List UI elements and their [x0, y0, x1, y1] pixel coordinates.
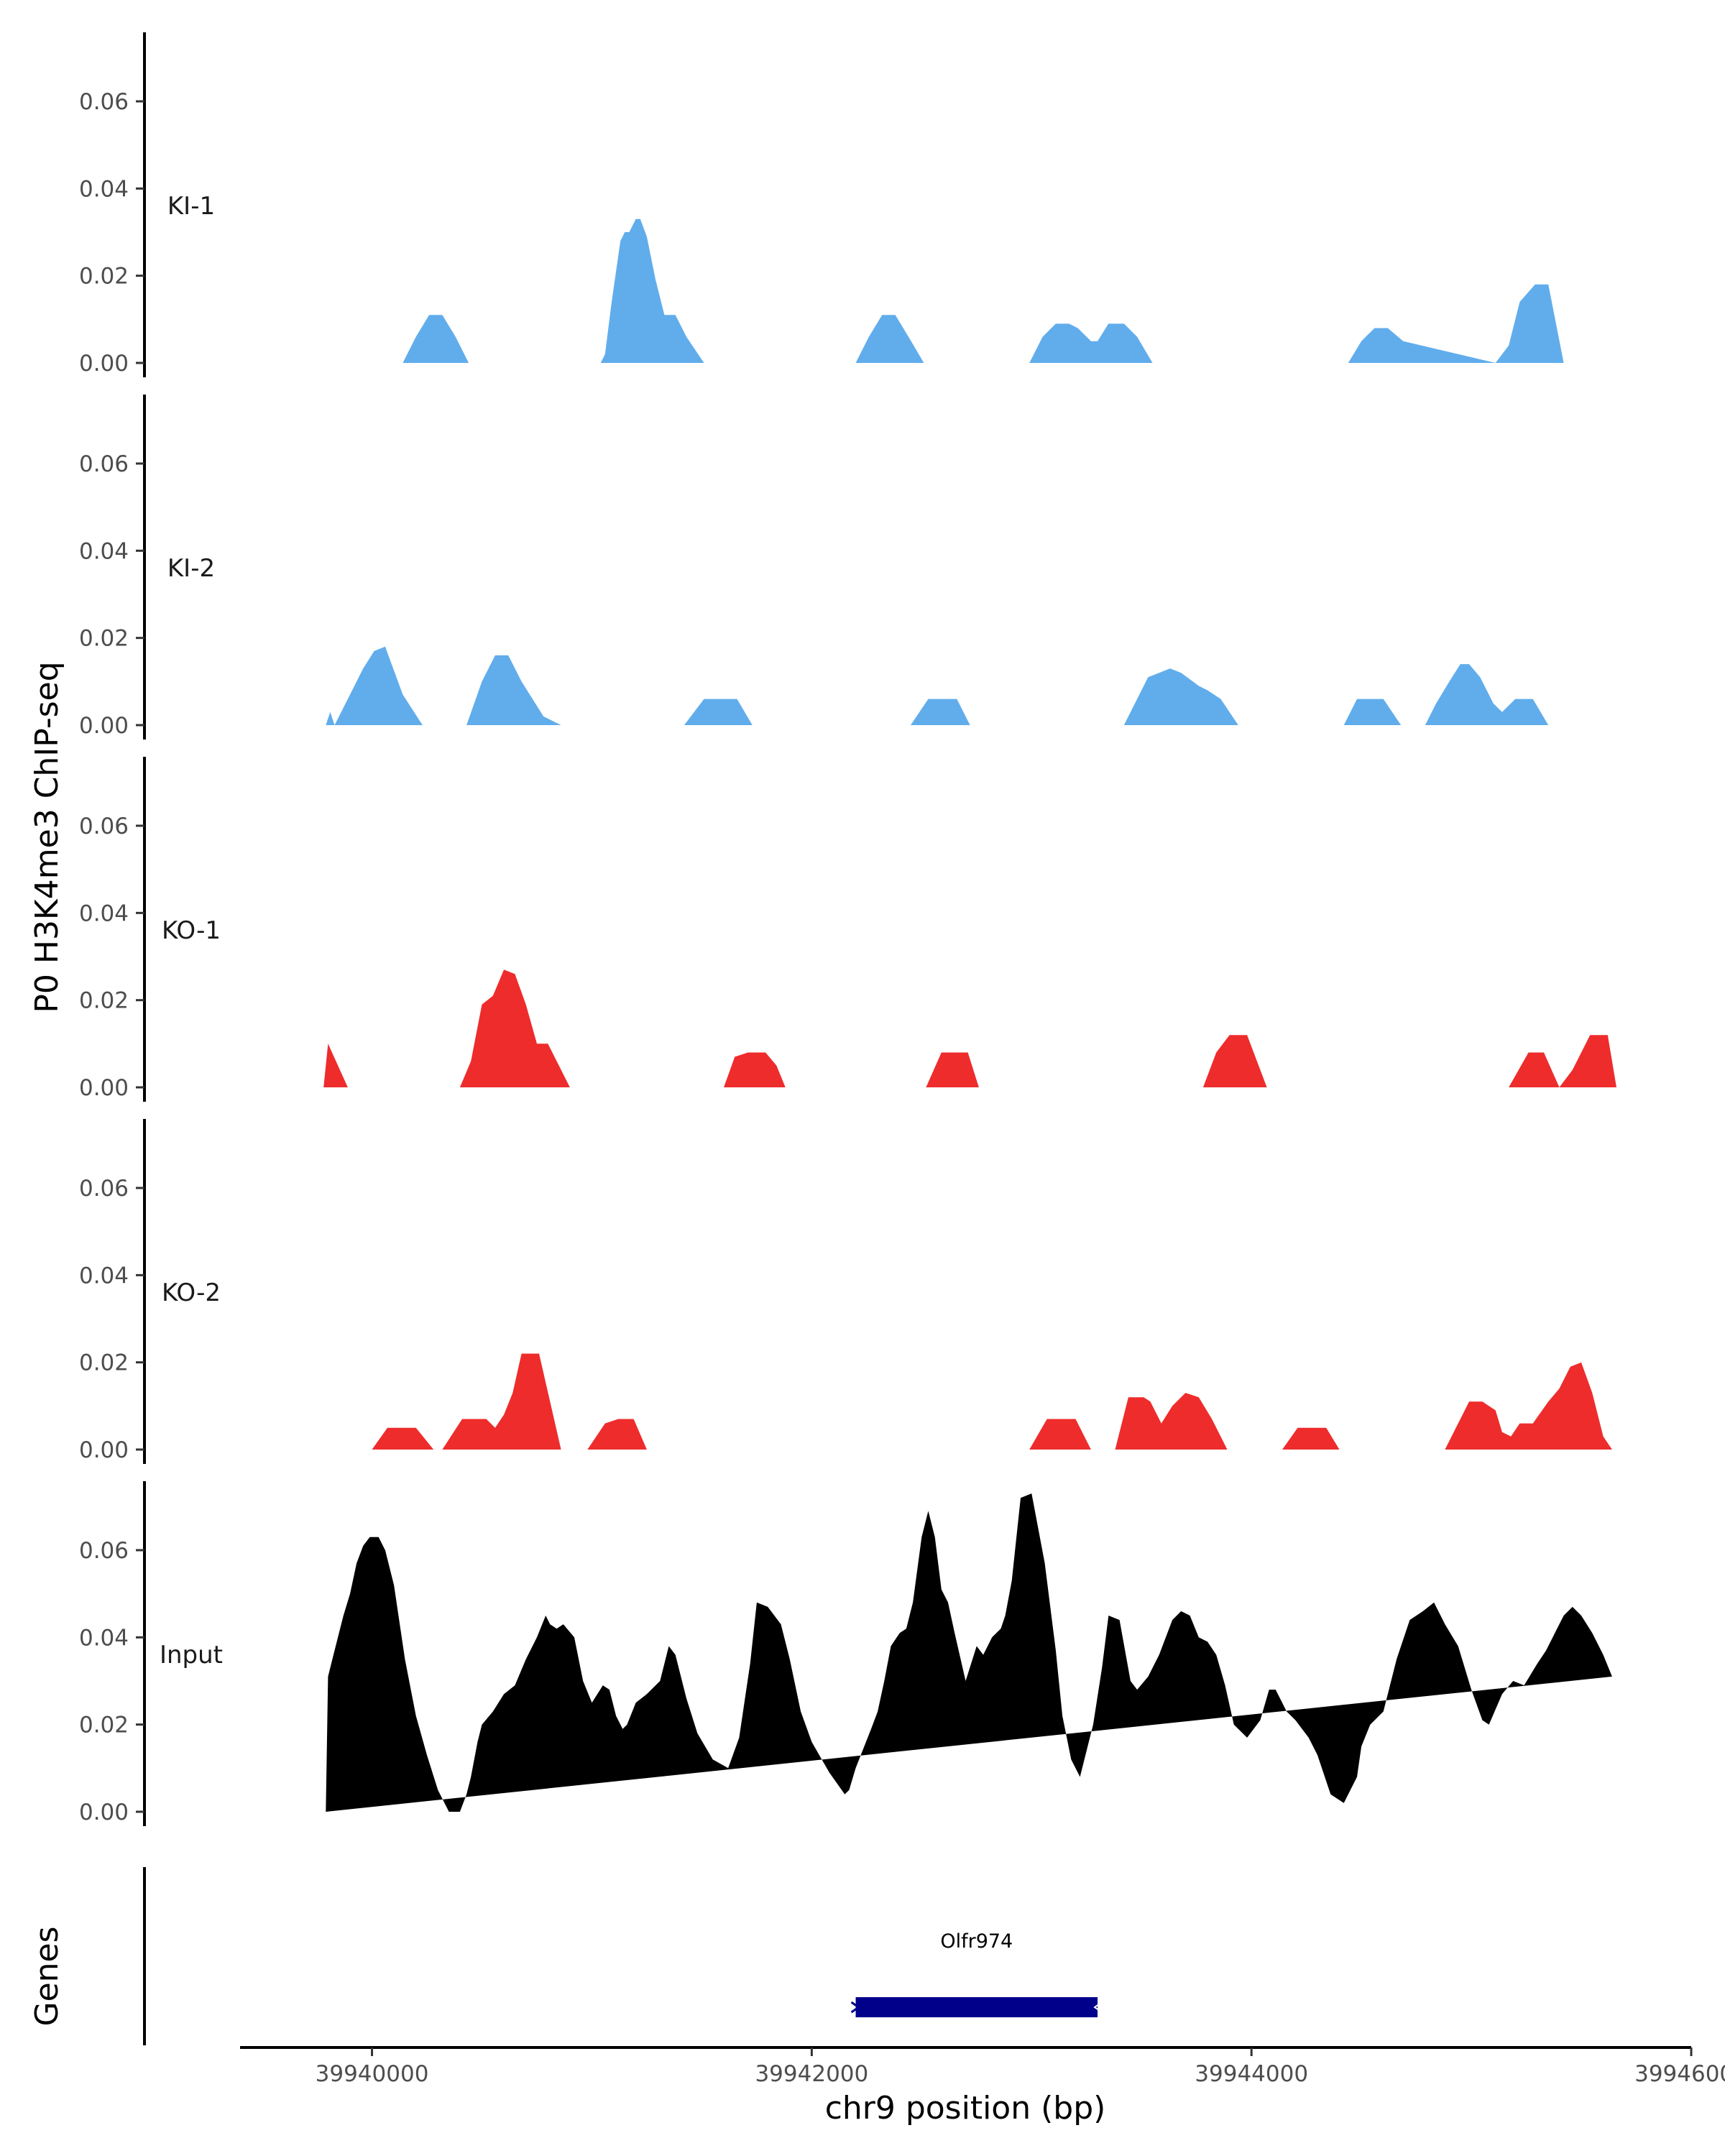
track-ko-1: 0.00 0.02 0.04 0.06 KO-1 — [79, 757, 1617, 1102]
y-axis-title: P0 H3K4me3 ChIP-seq — [29, 661, 65, 1013]
y-tick-label: 0.02 — [79, 1350, 129, 1376]
x-axis-title: chr9 position (bp) — [825, 2090, 1106, 2127]
y-tick-label: 0.06 — [79, 1538, 129, 1564]
y-tick-label: 0.02 — [79, 988, 129, 1014]
y-tick-label: 0.04 — [79, 1625, 129, 1651]
track-label: KO-2 — [162, 1279, 221, 1307]
y-tick-label: 0.00 — [79, 351, 129, 377]
y-tick-label: 0.06 — [79, 1176, 129, 1202]
track-label: KI-1 — [167, 192, 215, 221]
y-tick-label: 0.04 — [79, 900, 129, 926]
y-tick-label: 0.06 — [79, 814, 129, 839]
track-ki-1: 0.00 0.02 0.04 0.06 KI-1 — [79, 32, 1564, 377]
signal-area-input — [326, 1493, 1612, 1812]
y-tick-label: 0.00 — [79, 713, 129, 739]
genes-panel-title: Genes — [29, 1926, 65, 2026]
signal-area-ko-2 — [372, 1353, 1612, 1450]
y-tick-label: 0.00 — [79, 1075, 129, 1101]
y-tick-label: 0.04 — [79, 176, 129, 202]
gene-end-mark — [1093, 2001, 1103, 2013]
track-input: 0.00 0.02 0.04 0.06 Input — [79, 1481, 1612, 1826]
y-tick-label: 0.00 — [79, 1800, 129, 1825]
signal-area-ko-1 — [323, 969, 1617, 1087]
track-label: KO-1 — [162, 916, 221, 945]
y-tick-label: 0.02 — [79, 626, 129, 652]
x-tick-label: 39942000 — [755, 2061, 868, 2087]
gene-body — [855, 1997, 1098, 2017]
track-label: KI-2 — [167, 554, 215, 583]
y-tick-label: 0.00 — [79, 1437, 129, 1463]
gene-label: Olfr974 — [940, 1930, 1013, 1953]
y-tick-label: 0.04 — [79, 1263, 129, 1289]
x-tick-label: 39944000 — [1195, 2061, 1308, 2087]
track-ko-2: 0.00 0.02 0.04 0.06 KO-2 — [79, 1119, 1612, 1464]
y-tick-label: 0.02 — [79, 1713, 129, 1738]
signal-area-ki-1 — [402, 218, 1564, 363]
y-tick-label: 0.06 — [79, 89, 129, 115]
x-tick-label: 39946000 — [1634, 2061, 1725, 2087]
track-ki-2: 0.00 0.02 0.04 0.06 KI-2 — [79, 395, 1549, 740]
gene-strand-arrow — [850, 2001, 861, 2014]
y-tick-label: 0.04 — [79, 538, 129, 564]
x-tick-label: 39940000 — [316, 2061, 429, 2087]
x-axis: 39940000 39942000 39944000 39946000 — [240, 2046, 1725, 2087]
tracks-layer: 0.00 0.02 0.04 0.06 KI-1 0.00 0.02 0.04 0.06 KI-2… — [79, 32, 1617, 1826]
track-label: Input — [160, 1641, 223, 1669]
y-tick-label: 0.06 — [79, 451, 129, 477]
genes-panel: Olfr974 — [143, 1867, 1103, 2045]
y-tick-label: 0.02 — [79, 264, 129, 290]
signal-area-ki-2 — [326, 646, 1549, 725]
